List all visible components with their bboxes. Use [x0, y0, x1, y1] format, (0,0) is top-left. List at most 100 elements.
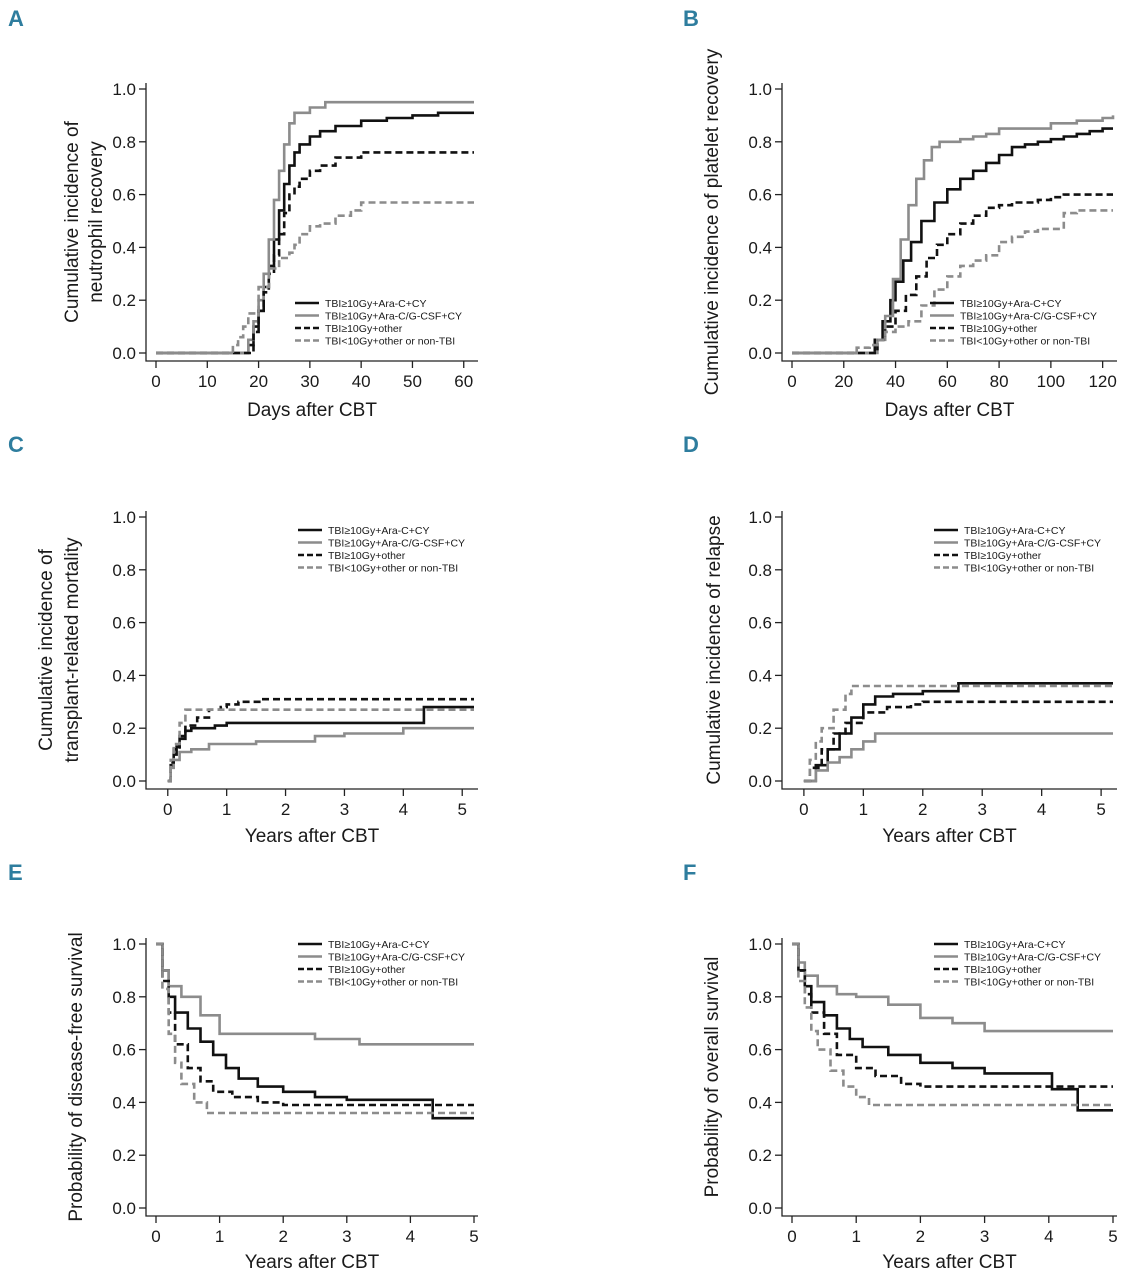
series-line — [803, 700, 1113, 783]
legend-label: TBI≥10Gy+Ara-C/G-CSF+CY — [328, 952, 465, 964]
x-tick-label: 1 — [859, 800, 868, 819]
y-tick-label: 0.2 — [112, 719, 136, 738]
y-tick-label: 0.2 — [112, 1146, 136, 1165]
x-tick-label: 2 — [916, 1227, 925, 1246]
y-tick-label: 1.0 — [112, 80, 136, 99]
y-tick-label: 1.0 — [748, 80, 772, 99]
y-tick-label: 0.6 — [112, 186, 136, 205]
axis-lines — [781, 938, 1117, 1217]
x-tick-label: 1 — [215, 1227, 224, 1246]
y-tick-label: 0.6 — [112, 614, 136, 633]
x-tick-label: 0 — [151, 372, 160, 391]
x-tick-label: 4 — [1044, 1227, 1053, 1246]
legend-label: TBI≥10Gy+Ara-C+CY — [325, 298, 426, 310]
y-tick-label: 0.0 — [748, 344, 772, 363]
panel-e: E 0.0 0.2 0.4 0.6 0.8 1.0 0 1 2 3 4 5 Years after CBT… — [8, 860, 479, 1273]
y-tick-label: 0.6 — [748, 614, 772, 633]
x-tick-label: 3 — [977, 800, 986, 819]
legend-label: TBI≥10Gy+Ara-C+CY — [964, 525, 1065, 537]
y-tick-label: 0.0 — [748, 772, 772, 791]
axis-lines — [781, 511, 1117, 790]
legend-label: TBI<10Gy+other or non-TBI — [328, 977, 458, 989]
series-line — [167, 726, 474, 783]
x-tick-label: 2 — [278, 1227, 287, 1246]
y-tick-label: 1.0 — [748, 508, 772, 527]
y-axis-label: Cumulative incidence of platelet recover… — [702, 48, 723, 395]
panel-b: B 0.0 0.2 0.4 0.6 0.8 1.0 0 20 40 60 80 100 120 Days a… — [683, 6, 1117, 421]
y-tick-label: 0.4 — [748, 238, 772, 257]
x-axis-label: Years after CBT — [882, 826, 1017, 847]
axis-lines — [145, 511, 478, 790]
x-tick-label: 0 — [163, 800, 172, 819]
legend-label: TBI≥10Gy+other — [325, 323, 403, 335]
y-tick-label: 0.4 — [112, 666, 136, 685]
legend-label: TBI<10Gy+other or non-TBI — [964, 563, 1094, 575]
y-axis-label: Probability of overall survival — [702, 957, 723, 1198]
panel-letter: B — [683, 6, 699, 31]
x-tick-label: 0 — [787, 372, 796, 391]
y-tick-label: 0.2 — [112, 291, 136, 310]
x-tick-label: 20 — [249, 372, 268, 391]
x-tick-label: 5 — [457, 800, 466, 819]
y-tick-label: 0.6 — [112, 1041, 136, 1060]
x-tick-label: 2 — [281, 800, 290, 819]
axis-lines — [781, 83, 1117, 362]
axis-lines — [145, 938, 478, 1217]
x-tick-label: 5 — [1108, 1227, 1117, 1246]
y-tick-label: 0.8 — [112, 561, 136, 580]
y-tick-label: 0.6 — [748, 1041, 772, 1060]
series-line — [803, 684, 1113, 783]
panel-letter: E — [8, 860, 23, 885]
y-tick-label: 0.8 — [112, 133, 136, 152]
series-line — [792, 942, 1113, 1107]
y-tick-label: 1.0 — [112, 508, 136, 527]
legend-label: TBI≥10Gy+Ara-C/G-CSF+CY — [325, 311, 462, 323]
y-tick-label: 0.4 — [748, 666, 772, 685]
legend-label: TBI≥10Gy+Ara-C+CY — [964, 939, 1065, 951]
y-tick-label: 0.8 — [112, 988, 136, 1007]
y-tick-label: 0.6 — [748, 186, 772, 205]
x-axis-label: Years after CBT — [882, 1252, 1017, 1273]
series-line — [792, 115, 1115, 355]
series-line — [156, 151, 474, 355]
legend-label: TBI≥10Gy+Ara-C/G-CSF+CY — [964, 952, 1101, 964]
x-tick-label: 80 — [990, 372, 1009, 391]
legend-label: TBI≥10Gy+other — [964, 964, 1042, 976]
series-line — [792, 193, 1113, 355]
x-tick-label: 0 — [787, 1227, 796, 1246]
y-tick-label: 0.8 — [748, 133, 772, 152]
x-tick-label: 40 — [352, 372, 371, 391]
y-tick-label: 0.2 — [748, 1146, 772, 1165]
series-line — [167, 708, 474, 783]
x-tick-label: 40 — [886, 372, 905, 391]
x-tick-label: 1 — [222, 800, 231, 819]
axis-lines — [145, 83, 478, 362]
y-tick-label: 0.8 — [748, 561, 772, 580]
legend-label: TBI≥10Gy+Ara-C+CY — [960, 298, 1061, 310]
y-tick-label: 1.0 — [748, 935, 772, 954]
y-axis-label: Cumulative incidence of — [62, 120, 83, 322]
y-axis-label: neutrophil recovery — [86, 141, 107, 303]
y-tick-label: 0.0 — [748, 1199, 772, 1218]
y-tick-label: 0.2 — [748, 719, 772, 738]
legend-label: TBI≥10Gy+Ara-C/G-CSF+CY — [964, 538, 1101, 550]
legend-label: TBI≥10Gy+Ara-C+CY — [328, 525, 429, 537]
x-tick-label: 4 — [399, 800, 408, 819]
x-axis-label: Years after CBT — [245, 1252, 380, 1273]
legend-label: TBI≥10Gy+other — [960, 323, 1038, 335]
x-axis-label: Days after CBT — [885, 400, 1015, 421]
x-tick-label: 5 — [1096, 800, 1105, 819]
panel-f: F 0.0 0.2 0.4 0.6 0.8 1.0 0 1 2 3 4 5 Years after CBT… — [683, 860, 1118, 1273]
x-tick-label: 60 — [454, 372, 473, 391]
panel-letter: A — [8, 6, 24, 31]
series-line — [156, 942, 474, 1046]
x-tick-label: 3 — [980, 1227, 989, 1246]
panel-c: C 0.0 0.2 0.4 0.6 0.8 1.0 0 1 2 3 4 5 Years after CBT… — [8, 432, 478, 847]
series-line — [167, 697, 474, 783]
x-tick-label: 20 — [834, 372, 853, 391]
y-axis-label: Cumulative incidence of — [36, 548, 57, 750]
x-tick-label: 60 — [938, 372, 957, 391]
legend-label: TBI<10Gy+other or non-TBI — [960, 336, 1090, 348]
legend-label: TBI≥10Gy+other — [328, 550, 406, 562]
y-axis-label: Probability of disease-free survival — [66, 932, 87, 1221]
